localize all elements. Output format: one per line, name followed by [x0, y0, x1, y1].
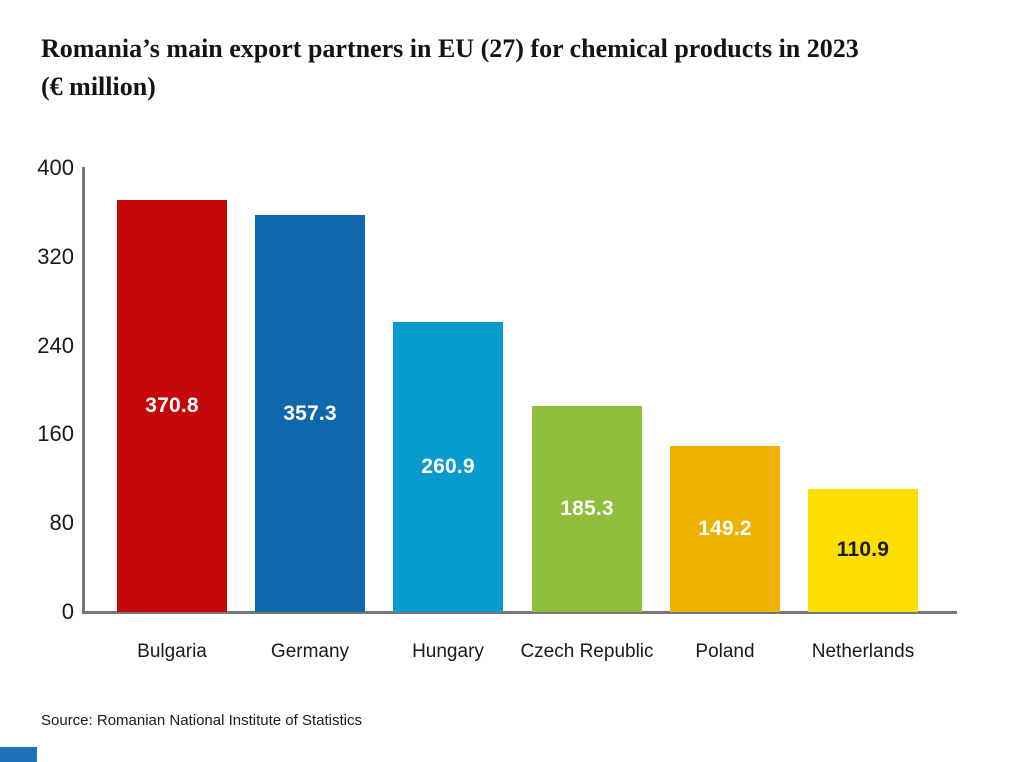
y-axis-tick-label: 160 — [37, 421, 74, 447]
y-axis-tick-label: 0 — [61, 599, 74, 624]
x-axis-category-label: Germany — [270, 641, 350, 662]
y-axis-line — [82, 167, 85, 614]
chart-title-line2: (€ million) — [41, 72, 156, 101]
x-axis-category-label: Bulgaria — [137, 641, 207, 662]
y-axis-tick-label: 80 — [49, 510, 74, 536]
x-axis-category-label: Czech Republic — [520, 641, 654, 662]
y-axis-tick-label: 240 — [37, 332, 74, 358]
bar-value-label: 185.3 — [560, 497, 614, 521]
chart-title: Romania’s main export partners in EU (27… — [41, 30, 1006, 106]
bar-czech-republic: 185.3 — [532, 406, 642, 612]
chart-title-line1: Romania’s main export partners in EU (27… — [41, 34, 859, 63]
bar-poland: 149.2 — [670, 446, 780, 612]
bar-value-label: 260.9 — [421, 455, 475, 479]
y-axis-tick-label: 400 — [37, 155, 74, 180]
x-axis-category-label: Hungary — [412, 641, 484, 662]
bar-value-label: 357.3 — [283, 401, 337, 425]
bar-value-label: 110.9 — [836, 538, 890, 562]
x-axis-category-label: Netherlands — [811, 641, 915, 662]
bar-value-label: 149.2 — [698, 517, 752, 541]
y-axis-tick-label: 320 — [37, 243, 74, 269]
bar-germany: 357.3 — [255, 215, 365, 612]
x-axis-category-label: Poland — [695, 641, 755, 662]
footer-accent-bar — [0, 747, 37, 762]
source-note: Source: Romanian National Institute of S… — [41, 712, 362, 729]
x-axis-line — [82, 611, 957, 614]
bar-netherlands: 110.9 — [808, 488, 918, 612]
bar-bulgaria: 370.8 — [117, 200, 227, 612]
bar-value-label: 370.8 — [145, 394, 199, 418]
bar-hungary: 260.9 — [393, 322, 503, 612]
